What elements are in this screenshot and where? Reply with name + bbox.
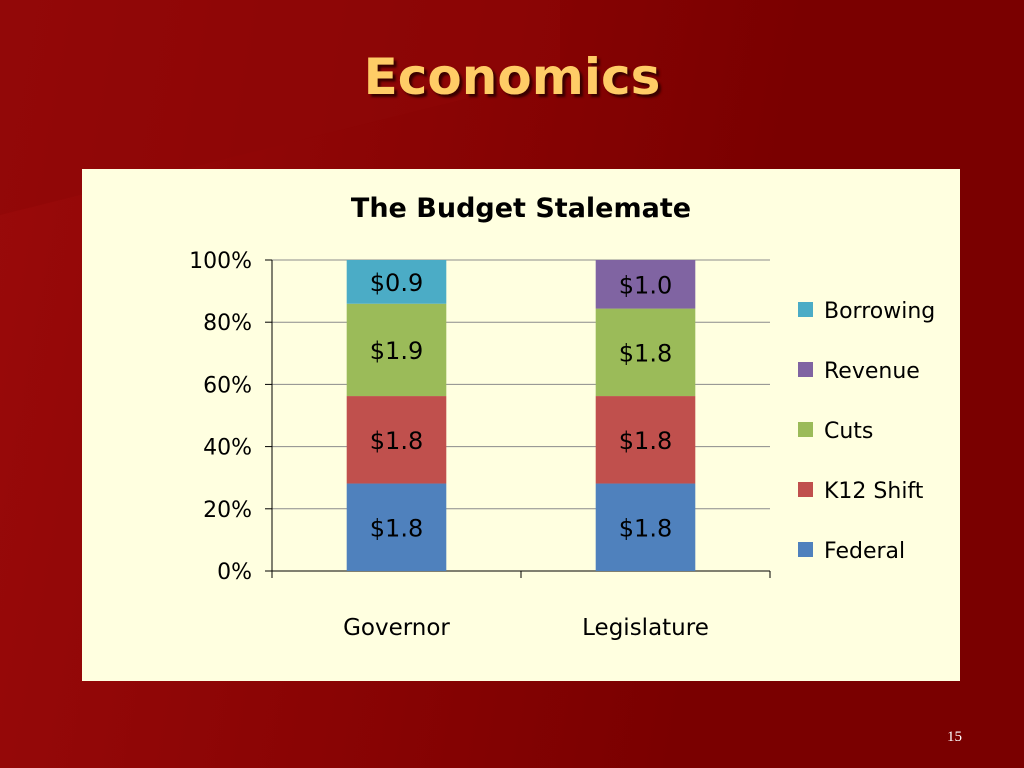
data-label: $1.8	[619, 427, 672, 455]
legend-swatch-borrowing	[798, 302, 813, 317]
data-label: $1.8	[370, 427, 423, 455]
data-labels: $1.8 $1.8 $1.9 $0.9 $1.8 $1.8 $1.8 $1.0	[370, 269, 672, 542]
bar-segment-k12-shift	[595, 396, 696, 484]
bar-segment-borrowing	[346, 260, 447, 304]
y-tick-label: 40%	[203, 436, 252, 461]
bars	[346, 260, 696, 571]
legend-swatch-revenue	[798, 362, 813, 377]
x-category-label: Governor	[343, 615, 450, 641]
bar-segment-cuts	[346, 303, 447, 397]
y-tick-label: 60%	[203, 373, 252, 398]
legend-label-cuts: Cuts	[824, 419, 873, 444]
legend-swatch-cuts	[798, 422, 813, 437]
legend-label-revenue: Revenue	[824, 359, 920, 384]
data-label: $1.8	[619, 514, 672, 542]
data-label: $0.9	[370, 269, 423, 297]
data-label: $1.0	[619, 271, 672, 299]
page-number: 15	[947, 729, 962, 745]
legend-label-borrowing: Borrowing	[824, 299, 935, 324]
bar-segment-federal	[595, 483, 696, 571]
data-label: $1.9	[370, 337, 423, 365]
bar-segment-revenue	[595, 260, 696, 309]
chart-title: The Budget Stalemate	[351, 193, 691, 224]
x-category-label: Legislature	[582, 615, 709, 641]
data-label: $1.8	[619, 339, 672, 367]
legend-swatch-k12-shift	[798, 482, 813, 497]
chart-panel: The Budget Stalemate 0% 20% 40% 60% 80% 100% G…	[82, 169, 960, 681]
legend-swatch-federal	[798, 542, 813, 557]
bar-segment-cuts	[595, 308, 696, 397]
legend-label-federal: Federal	[824, 539, 905, 564]
bar-segment-k12-shift	[346, 396, 447, 484]
y-tick-label: 80%	[203, 311, 252, 336]
axes: 0% 20% 40% 60% 80% 100% Governor Legislature	[189, 249, 771, 641]
data-label: $1.8	[370, 514, 423, 542]
y-tick-label: 100%	[189, 249, 252, 274]
legend-label-k12-shift: K12 Shift	[824, 479, 924, 504]
y-tick-label: 0%	[217, 560, 252, 585]
y-tick-label: 20%	[203, 498, 252, 523]
slide-title: Economics	[363, 48, 661, 106]
legend: Borrowing Revenue Cuts K12 Shift Federal	[798, 299, 935, 564]
bar-segment-federal	[346, 483, 447, 571]
budget-chart: The Budget Stalemate 0% 20% 40% 60% 80% 100% G…	[189, 193, 935, 641]
